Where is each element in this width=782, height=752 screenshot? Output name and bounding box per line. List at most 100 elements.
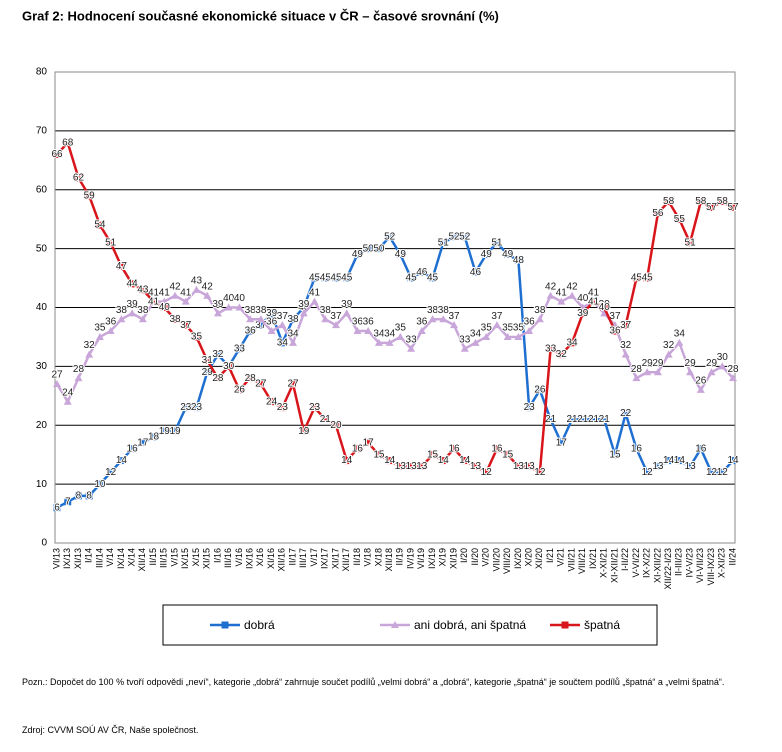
- data-label: 34: [566, 337, 578, 348]
- data-label: 52: [384, 231, 396, 242]
- data-label: 21: [545, 414, 557, 425]
- point: [235, 345, 243, 353]
- data-label: 34: [674, 328, 686, 339]
- point: [117, 457, 125, 465]
- data-label: 36: [609, 326, 621, 337]
- data-label: 34: [384, 328, 396, 339]
- data-label: 8: [76, 491, 82, 502]
- x-tick-label: X/19: [438, 548, 448, 567]
- x-tick-label: II/17: [287, 548, 297, 566]
- point: [299, 309, 308, 317]
- data-label: 43: [137, 284, 149, 295]
- data-label: 37: [491, 311, 503, 322]
- point: [117, 315, 126, 323]
- point: [417, 327, 426, 335]
- data-label: 40: [577, 293, 589, 304]
- point: [622, 409, 630, 417]
- data-label: 54: [94, 220, 106, 231]
- data-label: 55: [674, 214, 686, 225]
- point: [600, 304, 608, 311]
- data-label: 10: [94, 479, 106, 490]
- point: [503, 332, 512, 340]
- data-label: 29: [706, 358, 718, 369]
- x-tick-label: I/14: [84, 548, 94, 563]
- point: [611, 327, 619, 335]
- point: [429, 451, 437, 459]
- point: [160, 304, 168, 311]
- data-label: 21: [320, 414, 332, 425]
- data-label: 32: [212, 349, 224, 360]
- data-label: 34: [277, 337, 289, 348]
- point: [221, 621, 229, 629]
- data-label: 37: [448, 311, 460, 322]
- point: [311, 404, 319, 412]
- data-label: 58: [717, 196, 729, 207]
- point: [535, 315, 544, 323]
- data-label: 62: [73, 173, 85, 184]
- point: [654, 209, 662, 217]
- point: [471, 268, 479, 276]
- data-label: 6: [54, 502, 60, 513]
- point: [729, 374, 737, 382]
- x-tick-label: X/20: [524, 548, 534, 567]
- data-label: 12: [481, 467, 493, 478]
- point: [622, 321, 630, 329]
- point: [664, 350, 673, 358]
- data-label: 47: [116, 261, 128, 272]
- point: [224, 303, 233, 311]
- point: [171, 291, 180, 299]
- point: [182, 404, 190, 412]
- point: [665, 198, 673, 206]
- point: [182, 321, 190, 329]
- point: [74, 374, 83, 382]
- data-label: 45: [330, 273, 342, 284]
- data-label: 26: [234, 385, 246, 396]
- point: [391, 621, 399, 628]
- point: [203, 368, 211, 376]
- data-label: 35: [395, 323, 407, 334]
- data-label: 16: [695, 443, 707, 454]
- point: [407, 344, 416, 352]
- point: [53, 380, 61, 388]
- point: [708, 203, 716, 211]
- data-label: 41: [556, 287, 568, 298]
- data-label: 50: [363, 243, 375, 254]
- data-label: 40: [223, 293, 235, 304]
- point: [675, 215, 683, 223]
- data-label: 66: [51, 149, 63, 160]
- data-label: 28: [73, 364, 85, 375]
- point: [128, 280, 136, 288]
- point: [343, 457, 351, 465]
- plot-frame: [54, 71, 736, 544]
- data-label: 49: [502, 249, 514, 260]
- data-label: 40: [234, 293, 246, 304]
- chart: Graf 2: Hodnocení současné ekonomické si…: [22, 8, 740, 646]
- data-label: 42: [545, 281, 557, 292]
- data-label: 33: [234, 343, 246, 354]
- data-label: 50: [373, 243, 385, 254]
- point: [342, 309, 351, 317]
- point: [353, 327, 362, 335]
- data-label: 32: [663, 340, 675, 351]
- data-label: 43: [191, 275, 203, 286]
- point: [278, 321, 287, 329]
- data-label: 13: [416, 461, 428, 472]
- x-tick-label: II-III/23: [674, 548, 684, 576]
- data-label: 15: [502, 449, 514, 460]
- data-label: 14: [459, 455, 471, 466]
- point: [579, 309, 587, 317]
- x-tick-label: IV-V/23: [684, 548, 694, 578]
- data-label: 13: [513, 461, 525, 472]
- x-tick-label: IX/21: [588, 548, 598, 569]
- point: [192, 285, 201, 293]
- point: [504, 451, 512, 459]
- x-tick-label: X/18: [373, 548, 383, 567]
- x-tick-label: VII/21: [566, 548, 576, 572]
- data-label: 21: [599, 414, 611, 425]
- data-label: 52: [448, 231, 460, 242]
- point: [171, 427, 179, 435]
- point: [203, 291, 212, 299]
- point: [364, 245, 372, 253]
- point: [471, 338, 480, 346]
- point: [590, 298, 598, 306]
